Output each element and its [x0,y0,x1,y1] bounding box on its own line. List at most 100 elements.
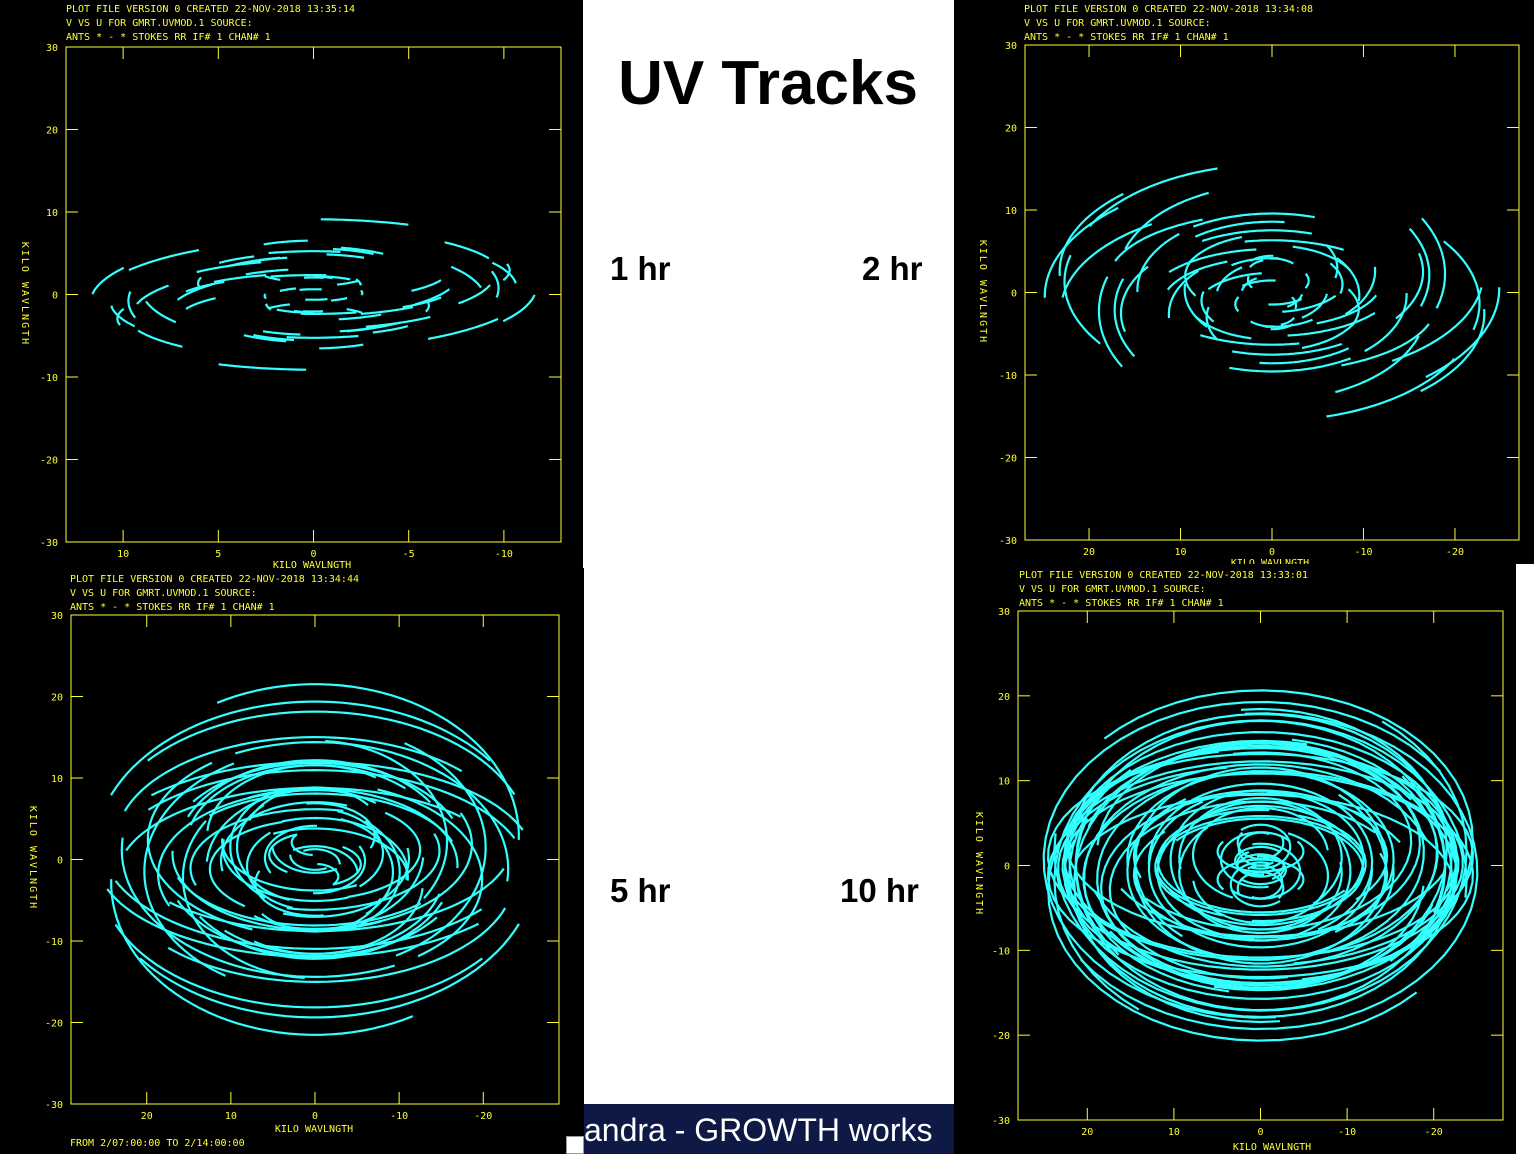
uv-track-conjugate [320,218,409,226]
uv-track-conjugate [1167,269,1200,319]
uv-track [1268,298,1303,306]
uv-track [325,740,449,899]
uv-track-conjugate [395,742,487,957]
x-tick-label: 20 [141,1111,153,1122]
uv-track [302,848,341,865]
uv-track [502,263,511,282]
y-axis-label: KILO WAVLNGTH [977,240,988,344]
uv-track [1205,306,1219,341]
x-tick-label: 0 [1257,1127,1263,1138]
uv-tracks [1043,167,1501,418]
uv-plot-2hr: PLOT FILE VERSION 0 CREATED 22-NOV-2018 … [954,0,1534,564]
uv-track [1341,323,1430,367]
uv-track-conjugate [268,833,298,874]
uv-track [1047,739,1418,1042]
plot-frame [65,46,562,543]
uv-track [414,288,451,306]
y-tick-label: 30 [46,43,58,54]
uv-track [1421,217,1447,309]
uv-track-conjugate [261,897,382,933]
uv-track-conjugate [1229,861,1281,908]
uv-track-conjugate [1155,814,1367,916]
uv-track [1425,287,1501,379]
uv-track-conjugate [1235,851,1286,878]
uv-track-conjugate [313,275,334,280]
uv-track-conjugate [1192,212,1315,228]
uv-track-conjugate [181,820,305,979]
uv-track-conjugate [1395,252,1425,320]
uv-track-conjugate [1113,278,1136,358]
uv-track [347,811,422,899]
uv-plot-svg-4: PLOT FILE VERSION 0 CREATED 22-NOV-2018 … [973,570,1504,1153]
uv-plot-5hr: PLOT FILE VERSION 0 CREATED 22-NOV-2018 … [0,568,584,1154]
slide-title: UV Tracks [618,49,918,118]
uv-track [245,268,289,276]
uv-track-conjugate [1147,782,1374,931]
uv-track-conjugate [1061,772,1429,961]
y-tick-label: 20 [1005,124,1017,135]
y-tick-label: 10 [46,208,58,219]
y-axis-label: KILO WAVLNGTH [19,242,30,346]
uv-track [185,280,225,293]
uv-track-conjugate [91,266,125,295]
x-axis-label: KILO WAVLNGTH [273,560,351,568]
uv-track-conjugate [208,820,283,908]
uv-track-conjugate [317,862,340,885]
plot-header-line: PLOT FILE VERSION 0 CREATED 22-NOV-2018 … [1019,570,1308,581]
uv-track-conjugate [213,274,267,284]
uv-track [360,289,364,296]
x-axis-label: KILO WAVLNGTH [1231,558,1309,564]
uv-track-conjugate [116,307,125,326]
resize-handle[interactable] [566,1136,584,1154]
uv-track [1167,790,1365,927]
uv-track-conjugate [243,334,287,343]
uv-track [1184,261,1197,297]
uv-track [1168,248,1257,274]
uv-track [1336,257,1361,302]
slide-footer: andra - GROWTH works [584,1104,954,1154]
uv-track-conjugate [1230,842,1302,900]
uv-track-conjugate [1259,347,1350,365]
uv-track [226,256,281,268]
uv-track-conjugate [1080,712,1479,1031]
y-tick-label: 0 [1011,289,1017,300]
x-tick-label: -20 [1446,547,1464,558]
uv-track [248,786,369,822]
uv-track-conjugate [1234,296,1240,313]
uv-track-conjugate [1186,235,1243,266]
plot-header-line: ANTS * - * STOKES RR IF# 1 CHAN# 1 [66,32,271,43]
uv-track-conjugate [1126,770,1395,933]
uv-track-conjugate [1194,315,1252,340]
uv-track-conjugate [128,249,200,272]
uv-track [1280,316,1295,326]
uv-track [218,255,255,264]
uv-track-conjugate [120,837,395,979]
uv-plot-svg-2: PLOT FILE VERSION 0 CREATED 22-NOV-2018 … [977,4,1520,564]
y-axis-label: KILO WAVLNGTH [27,806,38,910]
uv-track-conjugate [264,275,281,281]
uv-track [192,761,454,820]
y-tick-label: 0 [57,856,63,867]
uv-track-conjugate [372,325,409,334]
y-tick-label: 20 [51,693,63,704]
y-tick-label: -30 [999,536,1017,547]
uv-track-conjugate [289,854,328,871]
uv-track [377,788,484,958]
uv-track [1092,770,1460,959]
uv-track-conjugate [224,893,441,955]
plot-frame [1024,44,1520,541]
uv-track [1194,220,1285,238]
uv-track [1145,751,1413,931]
y-tick-label: 0 [1004,862,1010,873]
uv-tracks [91,218,536,371]
plot-header-line: PLOT FILE VERSION 0 CREATED 22-NOV-2018 … [70,574,359,585]
uv-track [1207,272,1262,291]
uv-track-conjugate [319,343,364,350]
x-tick-label: 10 [225,1111,237,1122]
uv-track-conjugate [444,241,490,260]
uv-track [171,850,382,932]
x-tick-label: -10 [1354,547,1372,558]
uv-track-conjugate [1108,800,1376,980]
uv-track-conjugate [338,313,382,321]
uv-track [1304,272,1310,289]
